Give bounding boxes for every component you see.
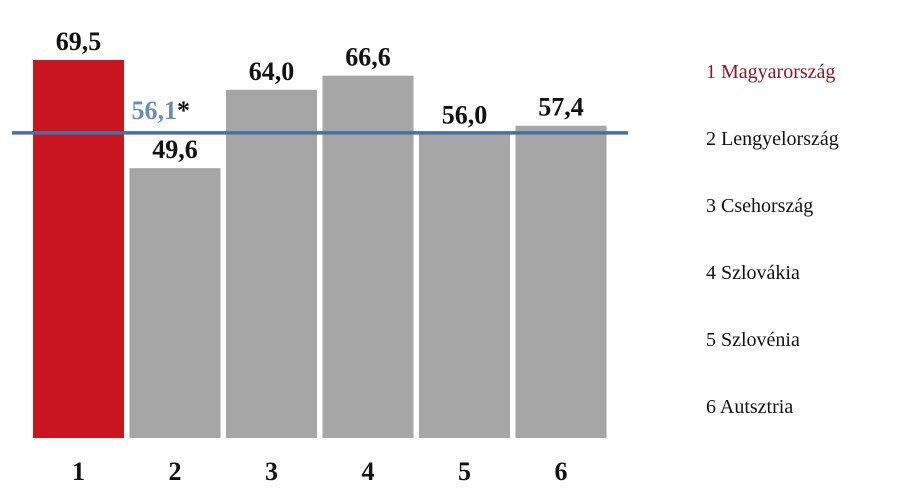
legend-item-2: 2 Lengyelország (706, 128, 839, 150)
bar-value-label-3: 64,0 (249, 57, 295, 86)
x-tick-label-2: 2 (169, 457, 182, 486)
legend-item-5: 5 Szlovénia (706, 329, 800, 351)
legend-item-6: 6 Autsztria (706, 396, 794, 418)
bar-group (33, 59, 607, 439)
bar-1 (33, 59, 124, 439)
x-tick-label-6: 6 (555, 457, 568, 486)
bar-value-label-1: 69,5 (56, 27, 102, 56)
x-tick-group: 1 2 3 4 5 6 (72, 457, 568, 486)
reference-line-value: 56,1 (132, 96, 178, 125)
bar-value-label-2: 49,6 (152, 135, 198, 164)
legend-item-4: 4 Szlovákia (706, 262, 800, 284)
legend-item-1: 1 Magyarország (706, 61, 836, 83)
bar-5 (419, 133, 510, 439)
bar-value-label-4: 66,6 (345, 43, 391, 72)
bar-value-label-6: 57,4 (538, 93, 584, 122)
legend-item-3: 3 Csehország (706, 195, 814, 217)
reference-line-marker: * (177, 96, 190, 125)
reference-line-label: 56,1* (132, 96, 191, 125)
bar-3 (226, 89, 317, 438)
bar-2 (129, 168, 221, 438)
x-tick-label-3: 3 (265, 457, 278, 486)
value-label-group: 69,5 49,6 64,0 66,6 56,0 57,4 (56, 27, 584, 164)
x-tick-label-5: 5 (458, 457, 471, 486)
x-tick-label-4: 4 (362, 457, 375, 486)
bar-value-label-5: 56,0 (442, 100, 488, 129)
bar-6 (515, 125, 607, 438)
legend: 1 Magyarország 2 Lengyelország 3 Csehors… (706, 53, 839, 455)
bar-4 (322, 75, 414, 439)
x-tick-label-1: 1 (72, 457, 85, 486)
